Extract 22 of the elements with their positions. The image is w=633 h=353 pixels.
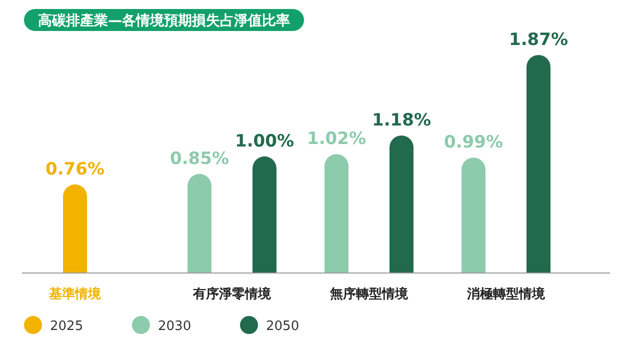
data-label: 0.99% xyxy=(444,132,503,153)
x-tick-label: 有序淨零情境 xyxy=(192,286,272,302)
bar xyxy=(63,184,87,273)
data-label: 0.76% xyxy=(46,159,104,180)
bar xyxy=(390,135,414,273)
bar xyxy=(462,158,486,273)
legend-label: 2050 xyxy=(266,319,300,334)
legend-label: 2025 xyxy=(50,319,84,334)
chart-title: 高碳排產業—各情境預期損失占淨值比率 xyxy=(38,12,290,29)
legend-label: 2030 xyxy=(158,319,192,334)
bar xyxy=(324,154,348,273)
data-label: 1.00% xyxy=(235,131,294,152)
x-tick-label: 基準情境 xyxy=(48,286,102,302)
data-label: 1.18% xyxy=(372,110,431,130)
bar xyxy=(252,156,276,273)
bar xyxy=(188,174,212,273)
data-label: 1.87% xyxy=(509,30,568,50)
x-tick-label: 消極轉型情境 xyxy=(466,286,546,302)
x-tick-label: 無序轉型情境 xyxy=(329,286,409,302)
bar xyxy=(526,55,550,273)
data-label: 0.85% xyxy=(170,148,229,169)
data-label: 1.02% xyxy=(307,129,366,150)
